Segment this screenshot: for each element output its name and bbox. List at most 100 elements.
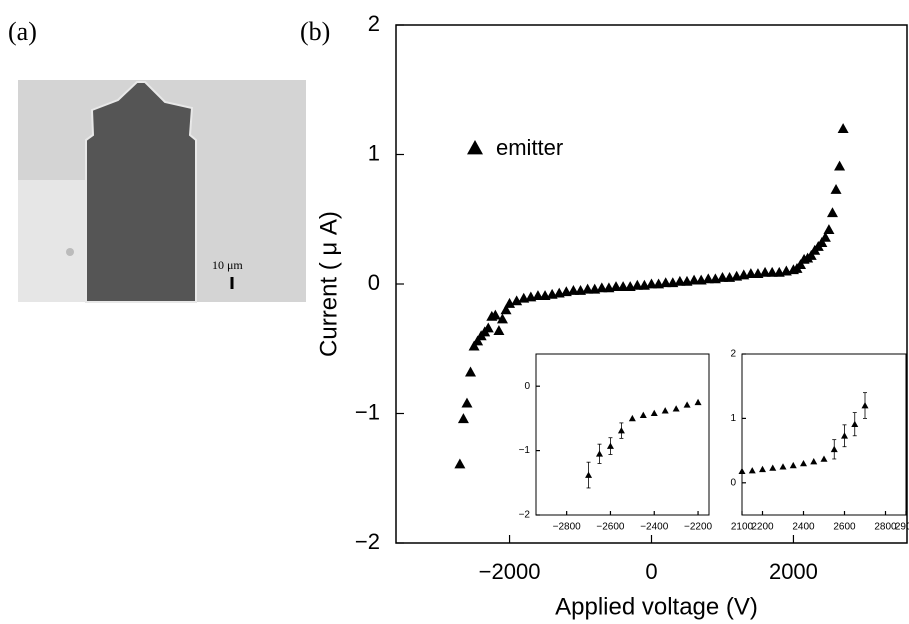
data-point <box>745 268 757 279</box>
data-point <box>800 459 807 467</box>
data-point <box>683 401 691 408</box>
x-tick-label: −2400 <box>640 522 669 533</box>
data-point <box>820 455 828 462</box>
data-point <box>810 458 818 465</box>
data-point <box>834 160 846 171</box>
x-tick-label: 2400 <box>792 522 815 533</box>
y-tick-label: 0 <box>524 381 530 392</box>
data-point <box>489 309 501 320</box>
data-point <box>779 463 787 470</box>
x-tick-label: 2000 <box>769 559 818 584</box>
panel-label: (b) <box>300 17 330 46</box>
data-point <box>661 407 669 414</box>
data-point <box>500 304 512 315</box>
legend-marker <box>467 140 483 155</box>
data-point <box>830 183 842 194</box>
data-point <box>748 467 756 474</box>
data-point <box>769 464 777 471</box>
x-axis-label: Applied voltage (V) <box>555 593 758 620</box>
data-point <box>816 237 828 247</box>
data-point <box>694 398 702 406</box>
x-tick-label: 2100 <box>731 522 754 533</box>
data-point <box>461 397 473 408</box>
data-point <box>674 275 686 286</box>
x-tick-label: 2200 <box>751 522 774 533</box>
data-point <box>841 432 848 439</box>
data-point <box>795 259 807 269</box>
data-point <box>585 471 593 478</box>
data-point <box>511 295 523 306</box>
data-point <box>596 282 608 293</box>
y-tick-label: 0 <box>730 477 736 488</box>
data-point <box>759 266 771 277</box>
data-point <box>454 458 466 469</box>
data-point <box>504 297 516 308</box>
x-tick-label: 2800 <box>874 522 897 533</box>
data-point <box>759 465 766 473</box>
data-point <box>493 325 505 336</box>
data-point <box>650 409 658 417</box>
data-point <box>610 281 622 291</box>
data-point <box>861 402 869 409</box>
panel-label: (a) <box>8 17 37 46</box>
data-point <box>851 420 859 427</box>
y-tick-label: 1 <box>730 413 736 424</box>
y-tick-label: −1 <box>355 399 380 424</box>
data-point <box>688 274 700 285</box>
data-point <box>738 467 746 475</box>
y-tick-label: −2 <box>355 529 380 554</box>
plot-frame <box>741 353 907 516</box>
data-point <box>617 427 625 434</box>
data-point <box>468 340 480 351</box>
data-point <box>567 284 579 295</box>
data-point <box>532 290 544 301</box>
data-point <box>617 281 629 291</box>
data-point <box>819 231 831 242</box>
y-tick-label: 1 <box>368 140 380 165</box>
y-tick-label: 2 <box>730 349 736 360</box>
y-tick-label: 2 <box>368 11 380 36</box>
data-point <box>606 442 614 449</box>
data-point <box>702 273 714 284</box>
data-point <box>660 277 672 288</box>
data-point <box>805 250 817 260</box>
micrograph-substrate <box>18 180 90 302</box>
data-point <box>639 411 647 418</box>
y-tick-label: −2 <box>519 510 531 521</box>
x-tick-label: −2000 <box>479 559 541 584</box>
scale-bar-label: 10 μm <box>212 258 243 272</box>
data-point <box>472 335 484 346</box>
data-point <box>646 278 657 289</box>
y-axis-label: Current ( μ A) <box>315 211 342 357</box>
x-tick-label: 0 <box>645 559 657 584</box>
data-point <box>631 279 643 290</box>
data-point <box>628 414 636 422</box>
data-point <box>823 224 835 235</box>
data-point <box>482 322 494 333</box>
micrograph-particle <box>66 248 74 256</box>
data-point <box>582 283 594 294</box>
x-tick-label: 2600 <box>833 522 856 533</box>
micrograph-emitter <box>85 81 197 303</box>
micrograph: 10 μm <box>18 80 306 303</box>
legend-label: emitter <box>496 135 563 160</box>
y-tick-label: −1 <box>519 445 531 456</box>
data-point <box>672 405 680 412</box>
data-point <box>716 272 728 282</box>
data-point <box>457 413 469 424</box>
x-tick-label: −2200 <box>684 522 713 533</box>
data-point <box>789 461 797 469</box>
data-point <box>766 266 778 277</box>
y-tick-label: 0 <box>368 270 380 295</box>
data-point <box>596 450 604 457</box>
data-point <box>496 313 508 324</box>
data-point <box>465 366 477 377</box>
data-point <box>826 207 838 218</box>
x-tick-label: −2800 <box>553 522 582 533</box>
data-point <box>837 123 849 133</box>
plot-frame <box>535 353 710 516</box>
data-point <box>830 445 838 453</box>
x-tick-label: −2600 <box>596 522 625 533</box>
